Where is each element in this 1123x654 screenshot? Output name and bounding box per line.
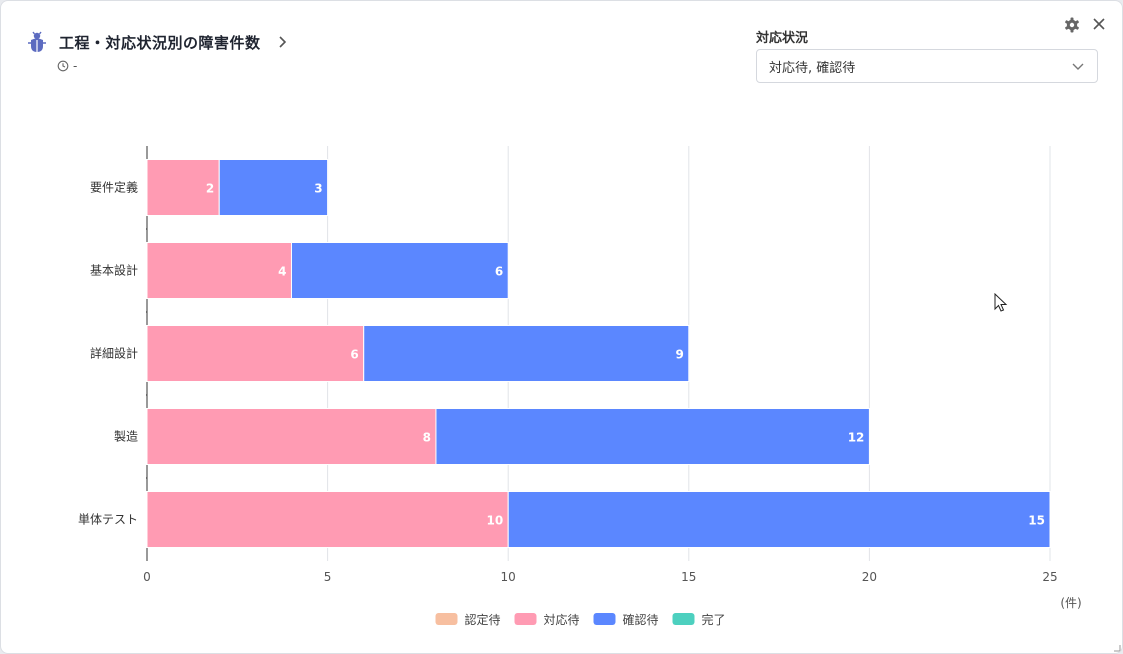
legend-swatch — [672, 613, 695, 625]
bar-segment — [435, 408, 870, 465]
data-label: 9 — [675, 348, 683, 362]
gear-icon[interactable] — [1064, 17, 1080, 33]
chevron-down-icon — [1072, 63, 1084, 70]
mouse-cursor-icon — [994, 293, 1008, 312]
legend-label: 完了 — [702, 612, 726, 627]
data-label: 2 — [206, 182, 214, 196]
data-label: 10 — [486, 514, 503, 528]
close-icon[interactable] — [1092, 17, 1106, 31]
category-label: 要件定義 — [90, 180, 138, 195]
bar-segment — [146, 242, 292, 299]
category-label: 単体テスト — [78, 513, 138, 527]
data-label: 12 — [848, 431, 865, 445]
bar-segment — [290, 242, 509, 299]
chart-header: 工程・対応状況別の障害件数 — [27, 31, 289, 53]
legend-swatch — [593, 613, 616, 625]
data-label: 6 — [350, 348, 358, 362]
data-label: 6 — [495, 265, 503, 279]
data-label: 4 — [278, 265, 286, 279]
x-axis-unit-label: (件) — [1060, 596, 1081, 610]
legend-swatch — [514, 613, 537, 625]
last-updated-text: - — [73, 59, 78, 73]
x-tick-label: 10 — [501, 570, 516, 584]
bar-segment — [146, 159, 220, 216]
data-label: 3 — [314, 182, 322, 196]
x-tick-label: 0 — [143, 570, 151, 584]
status-filter-value: 対応待, 確認待 — [769, 60, 856, 76]
filter-label: 対応状況 — [756, 31, 809, 46]
x-tick-label: 5 — [324, 570, 332, 584]
bar-segment — [146, 491, 509, 548]
resize-handle-icon[interactable] — [1113, 644, 1121, 652]
chart-title: 工程・対応状況別の障害件数 — [59, 33, 261, 52]
category-label: 詳細設計 — [90, 346, 138, 361]
clock-icon — [57, 60, 69, 72]
category-label: 製造 — [114, 430, 138, 444]
bar-segment — [507, 491, 1051, 548]
legend-label: 対応待 — [544, 613, 580, 627]
x-tick-label: 25 — [1042, 570, 1057, 584]
chevron-right-icon[interactable] — [275, 35, 289, 49]
last-updated: - — [57, 59, 77, 73]
bar-segment — [146, 325, 365, 382]
legend-label: 確認待 — [623, 612, 659, 627]
status-filter-select[interactable]: 対応待, 確認待 — [756, 49, 1098, 83]
bug-icon — [28, 31, 46, 52]
category-label: 基本設計 — [90, 263, 138, 278]
legend-swatch — [435, 613, 458, 625]
data-label: 15 — [1028, 514, 1045, 528]
legend-label: 認定待 — [465, 612, 501, 627]
x-tick-label: 20 — [862, 570, 877, 584]
bar-segment — [146, 408, 437, 465]
bar-segment — [218, 159, 329, 216]
bar-segment — [363, 325, 690, 382]
data-label: 8 — [423, 431, 431, 445]
x-tick-label: 15 — [681, 570, 696, 584]
